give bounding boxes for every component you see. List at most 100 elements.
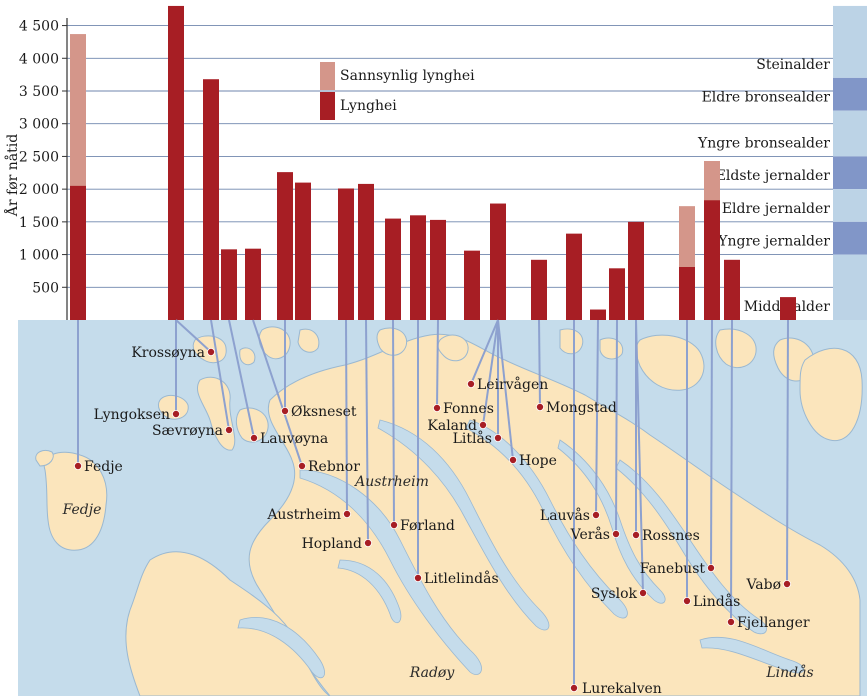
site-label: Syslok <box>591 586 638 602</box>
site-leader-line <box>615 319 618 535</box>
legend-label: Lynghei <box>340 98 397 114</box>
site-dot <box>783 580 792 589</box>
site-dot <box>707 564 716 573</box>
site-dot <box>570 684 579 693</box>
bar-lynghei <box>628 221 644 320</box>
site-label: Lauvås <box>540 507 590 524</box>
bar-lynghei <box>168 5 184 320</box>
bar-lynghei <box>531 259 547 320</box>
site-leader-line <box>595 319 599 516</box>
y-tick-label: 3 000 <box>19 117 59 133</box>
legend-swatch <box>320 92 335 120</box>
legend-label: Sannsynlig lynghei <box>340 68 475 84</box>
site-leader-line <box>497 319 514 461</box>
period-band <box>833 189 867 222</box>
site-dot <box>508 455 517 464</box>
site-dot <box>639 589 648 598</box>
site-leader-line <box>635 319 644 594</box>
bar-lynghei <box>724 259 740 320</box>
bar-lynghei <box>358 183 374 320</box>
site-dot <box>413 574 422 583</box>
site-leader-line <box>345 319 348 515</box>
site-leader-line <box>436 319 439 409</box>
site-label: Rebnor <box>308 459 360 475</box>
site-leader-line <box>710 319 713 569</box>
site-label: Lyngoksen <box>94 407 170 423</box>
site-dot <box>171 409 180 418</box>
site-label: Fjellanger <box>737 615 810 631</box>
site-dot <box>363 539 372 548</box>
site-leader-line <box>482 319 499 426</box>
y-tick-label: 4 500 <box>19 19 59 35</box>
bar-lynghei <box>590 309 606 320</box>
site-label: Mongstad <box>546 400 617 416</box>
bar-lynghei <box>295 182 311 320</box>
period-label: Steinalder <box>756 57 830 73</box>
bar-lynghei <box>70 185 86 320</box>
site-dot <box>280 406 289 415</box>
site-dot <box>224 425 233 434</box>
site-label: Lindås <box>693 593 740 610</box>
site-label: Fonnes <box>443 401 494 417</box>
bar-lynghei <box>679 267 695 320</box>
site-leader-line <box>786 319 789 585</box>
bar-lynghei <box>338 188 354 320</box>
bar-lynghei <box>385 218 401 320</box>
y-tick-label: 1 500 <box>19 215 59 231</box>
bar-lynghei <box>410 215 426 320</box>
bar-lynghei <box>464 250 480 320</box>
site-label: Fedje <box>84 459 123 475</box>
region-label: Radøy <box>409 665 456 681</box>
site-dot <box>632 531 641 540</box>
period-band <box>833 221 867 255</box>
legend-swatch <box>320 62 335 90</box>
y-tick-label: 1 000 <box>19 248 59 264</box>
site-label: Lauvøyna <box>260 431 328 447</box>
site-label: Kaland <box>427 418 477 434</box>
site-dot <box>74 461 83 470</box>
period-band <box>833 5 867 78</box>
y-tick-label: 2 000 <box>19 182 59 198</box>
bar-lynghei <box>704 200 720 320</box>
site-label: Øksneset <box>291 404 357 420</box>
site-label: Hopland <box>302 536 362 552</box>
period-label: Eldre bronsealder <box>702 90 831 106</box>
site-dot <box>536 402 545 411</box>
site-dot <box>342 509 351 518</box>
period-band <box>833 77 867 111</box>
site-dot <box>493 433 502 442</box>
bar-lynghei <box>430 219 446 320</box>
site-leader-line <box>175 319 212 353</box>
site-leader-line <box>252 319 303 467</box>
bar-lynghei <box>277 172 293 320</box>
site-dot <box>432 403 441 412</box>
period-label: Eldste jernalder <box>716 168 831 184</box>
y-tick-label: 3 500 <box>19 84 59 100</box>
site-label: Litlelindås <box>424 570 499 587</box>
y-tick-label: 2 500 <box>19 149 59 165</box>
bar-lynghei <box>245 248 261 320</box>
site-dot <box>592 510 601 519</box>
site-leader-line <box>392 319 395 526</box>
site-label: Litlås <box>453 430 492 447</box>
period-band <box>833 156 867 190</box>
site-leader-line <box>228 319 255 439</box>
period-band <box>833 254 867 320</box>
site-leader-line <box>210 319 230 431</box>
site-dot <box>727 618 736 627</box>
site-dot <box>612 530 621 539</box>
period-label: Yngre bronsealder <box>697 135 830 151</box>
region-label: Fedje <box>62 502 102 518</box>
y-tick-label: 4 000 <box>19 51 59 67</box>
site-leader-line <box>730 319 733 623</box>
site-label: Rossnes <box>642 528 700 544</box>
site-dot <box>206 347 215 356</box>
bar-lynghei <box>221 249 237 320</box>
bar-lynghei <box>566 233 582 320</box>
site-label: Sævrøyna <box>152 423 223 439</box>
period-label: Eldre jernalder <box>722 201 830 217</box>
bar-lynghei <box>490 203 506 320</box>
bar-lynghei <box>609 268 625 320</box>
